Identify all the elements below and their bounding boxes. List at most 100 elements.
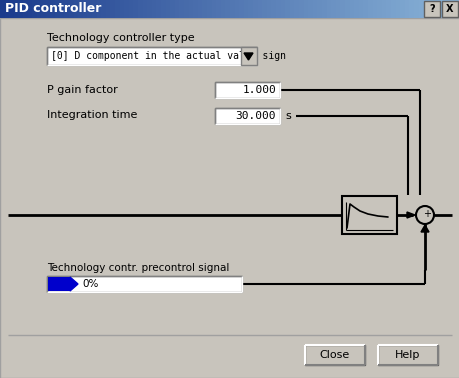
Bar — [73, 0, 79, 18]
Bar — [454, 0, 459, 18]
Bar — [230, 0, 235, 18]
Bar — [441, 1, 457, 17]
Bar — [289, 0, 295, 18]
Bar — [87, 0, 93, 18]
Text: ?: ? — [428, 4, 434, 14]
Circle shape — [415, 206, 433, 224]
Text: s: s — [285, 111, 290, 121]
Bar — [423, 1, 439, 17]
Bar — [266, 0, 272, 18]
Bar — [115, 0, 120, 18]
Bar — [372, 0, 377, 18]
Bar — [138, 0, 143, 18]
Bar — [386, 0, 391, 18]
Bar — [308, 0, 313, 18]
Bar — [64, 0, 70, 18]
Text: Technology contr. precontrol signal: Technology contr. precontrol signal — [47, 263, 229, 273]
Bar — [156, 0, 162, 18]
Bar — [395, 0, 400, 18]
Bar — [92, 0, 97, 18]
Bar — [445, 0, 451, 18]
Bar — [271, 0, 276, 18]
Bar — [248, 0, 253, 18]
Bar — [321, 0, 327, 18]
Bar — [69, 0, 74, 18]
Bar — [363, 0, 368, 18]
Bar — [262, 0, 267, 18]
Bar — [28, 0, 33, 18]
Bar — [0, 0, 6, 18]
Bar — [344, 0, 350, 18]
Bar — [214, 82, 280, 98]
Bar — [124, 0, 129, 18]
Bar — [14, 0, 19, 18]
Bar — [18, 0, 24, 18]
Bar — [330, 0, 336, 18]
Bar — [298, 0, 304, 18]
Bar — [214, 108, 280, 124]
Bar — [193, 0, 198, 18]
Text: 0%: 0% — [82, 279, 98, 289]
Bar — [207, 0, 212, 18]
Bar — [377, 345, 437, 365]
Bar — [119, 0, 125, 18]
Text: +: + — [422, 209, 430, 219]
Bar — [381, 0, 386, 18]
Bar — [129, 0, 134, 18]
Bar — [47, 276, 241, 292]
Bar — [450, 0, 455, 18]
Bar — [47, 47, 257, 65]
Text: Technology controller type: Technology controller type — [47, 33, 194, 43]
Text: 1.000: 1.000 — [242, 85, 275, 95]
Bar — [78, 0, 84, 18]
Bar — [23, 0, 28, 18]
Text: P gain factor: P gain factor — [47, 85, 118, 95]
Bar — [303, 0, 308, 18]
Polygon shape — [70, 277, 78, 291]
Bar — [184, 0, 189, 18]
Bar — [418, 0, 423, 18]
Bar — [106, 0, 111, 18]
Bar — [241, 47, 257, 65]
Bar — [133, 0, 139, 18]
Bar — [60, 0, 65, 18]
Bar — [46, 0, 51, 18]
Bar — [188, 0, 194, 18]
Polygon shape — [243, 53, 252, 60]
Bar — [349, 0, 354, 18]
Bar — [431, 0, 437, 18]
Text: 30.000: 30.000 — [235, 111, 275, 121]
Text: Integration time: Integration time — [47, 110, 137, 120]
Bar — [376, 0, 382, 18]
Bar — [285, 0, 290, 18]
Text: X: X — [445, 4, 453, 14]
Bar — [275, 0, 281, 18]
Bar — [436, 0, 442, 18]
Bar — [9, 0, 15, 18]
Bar — [151, 0, 157, 18]
Bar — [110, 0, 116, 18]
Text: Close: Close — [319, 350, 349, 360]
Bar — [161, 0, 166, 18]
Polygon shape — [406, 212, 414, 218]
Bar — [341, 196, 396, 234]
Bar — [340, 0, 345, 18]
Bar — [390, 0, 396, 18]
Bar — [413, 0, 419, 18]
Bar — [225, 0, 230, 18]
Bar — [32, 0, 38, 18]
Bar — [211, 0, 217, 18]
Bar — [101, 0, 106, 18]
Bar — [367, 0, 373, 18]
Bar — [422, 0, 428, 18]
Polygon shape — [420, 225, 428, 232]
Bar — [399, 0, 405, 18]
Bar — [353, 0, 359, 18]
Text: PID controller: PID controller — [5, 3, 101, 15]
Bar — [202, 0, 207, 18]
Bar — [37, 0, 42, 18]
Bar — [335, 0, 341, 18]
Bar — [5, 0, 10, 18]
Bar — [441, 0, 446, 18]
Bar — [165, 0, 171, 18]
